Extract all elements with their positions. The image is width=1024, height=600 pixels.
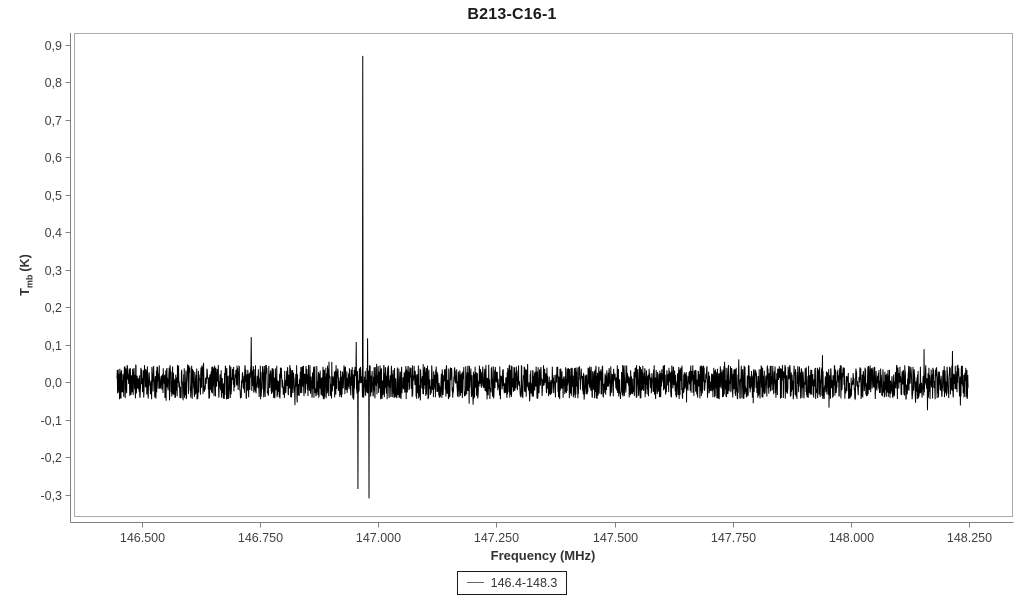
y-tick-label: -0,2 bbox=[40, 451, 62, 465]
y-axis-title: Tmb (K) bbox=[18, 254, 35, 296]
x-tick-label: 147.000 bbox=[356, 531, 401, 545]
y-tick-label: 0,9 bbox=[45, 39, 62, 53]
spectrum-line bbox=[116, 55, 969, 499]
x-axis-title: Frequency (MHz) bbox=[490, 548, 596, 563]
x-tick-label: 147.750 bbox=[711, 531, 756, 545]
x-tick-label: 147.500 bbox=[593, 531, 638, 545]
y-tick-label: 0,4 bbox=[45, 226, 62, 240]
legend-label: 146.4-148.3 bbox=[490, 576, 558, 590]
y-tick-label: 0,1 bbox=[45, 339, 62, 353]
legend: 146.4-148.3 bbox=[0, 571, 1024, 595]
y-tick-label: -0,1 bbox=[40, 414, 62, 428]
x-tick-label: 147.250 bbox=[474, 531, 519, 545]
x-tick-label: 148.250 bbox=[947, 531, 992, 545]
y-tick-label: 0,2 bbox=[45, 301, 62, 315]
plot-frame bbox=[74, 33, 1013, 517]
chart-title: B213-C16-1 bbox=[467, 6, 557, 23]
y-tick-label: -0,3 bbox=[40, 489, 62, 503]
legend-box: 146.4-148.3 bbox=[456, 571, 568, 595]
x-tick-label: 146.500 bbox=[120, 531, 165, 545]
legend-line-swatch bbox=[466, 582, 484, 584]
x-tick-label: 146.750 bbox=[238, 531, 283, 545]
y-tick-label: 0,0 bbox=[45, 376, 62, 390]
y-axis-title-unit: (K) bbox=[17, 254, 32, 272]
y-tick-label: 0,6 bbox=[45, 151, 62, 165]
y-tick-label: 0,7 bbox=[45, 114, 62, 128]
y-tick-label: 0,8 bbox=[45, 76, 62, 90]
y-tick-label: 0,5 bbox=[45, 189, 62, 203]
y-axis-title-sub: mb bbox=[24, 274, 35, 289]
y-tick-label: 0,3 bbox=[45, 264, 62, 278]
x-tick-label: 148.000 bbox=[829, 531, 874, 545]
y-axis-title-main: T bbox=[17, 288, 32, 296]
